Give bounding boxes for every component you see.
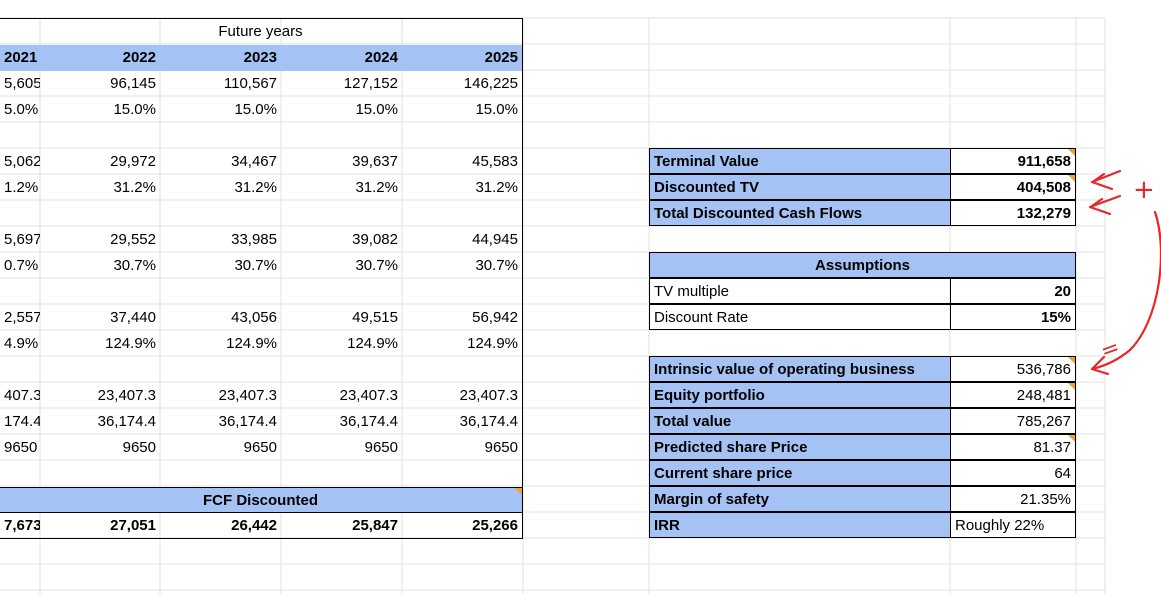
projection-cell[interactable]: 15.0% [355,101,398,118]
year-header-2025[interactable]: 2025 [402,45,523,71]
projection-cell[interactable]: 110,567 [223,75,277,92]
margin-of-safety-label[interactable]: Margin of safety [649,486,951,512]
projection-cell[interactable]: 43,056 [231,309,277,326]
total-value-value[interactable]: 785,267 [950,408,1076,434]
intrinsic-value-value[interactable]: 536,786 [950,356,1076,382]
projection-cell[interactable]: 9650 [122,439,156,456]
total-discounted-cash-flows-label[interactable]: Total Discounted Cash Flows [649,200,951,226]
projection-cell[interactable]: 30.7% [113,257,156,274]
projection-cell[interactable]: 23,407.3 [218,387,277,404]
projection-cell[interactable]: 124.9% [105,335,156,352]
projection-cell[interactable]: 5.0% [4,101,39,118]
projection-cell[interactable]: 39,637 [352,153,398,170]
projection-cell[interactable]: 23,407.3 [402,383,523,409]
predicted-share-price-value[interactable]: 81.37 [950,434,1076,460]
projection-cell[interactable]: 31.2% [113,179,156,196]
irr-value[interactable]: Roughly 22% [950,512,1076,538]
projection-cell[interactable]: 33,985 [231,231,277,248]
projection-cell[interactable]: 146,225 [402,71,523,97]
fcf-discounted-header[interactable]: FCF Discounted [0,487,523,513]
future-years-header[interactable]: Future years [0,18,523,45]
projection-cell[interactable]: 36,174.4 [97,413,156,430]
empty-row-border [522,123,523,149]
projection-cell[interactable]: 0.7% [4,257,39,274]
projection-cell[interactable]: 407.3 [4,387,40,404]
projection-cell[interactable]: 31.2% [355,179,398,196]
projection-cell[interactable]: 4.9% [4,335,39,352]
projection-cell[interactable]: 9650 [243,439,277,456]
projection-cell[interactable]: 36,174.4 [339,413,398,430]
projection-cell[interactable]: 15.0% [234,101,277,118]
projection-cell[interactable]: 1.2% [4,179,39,196]
projection-cell[interactable]: 31.2% [234,179,277,196]
empty-row-border [522,201,523,227]
projection-cell[interactable]: 30.7% [402,253,523,279]
empty-row-border [522,461,523,487]
total-value-label[interactable]: Total value [649,408,951,434]
tv-multiple-value[interactable]: 20 [950,278,1076,304]
projection-cell[interactable]: 23,407.3 [97,387,156,404]
empty-row-border [522,357,523,383]
fcf-discounted-value[interactable]: 25,847 [281,513,402,539]
equity-portfolio-value[interactable]: 248,481 [950,382,1076,408]
discount-rate-value[interactable]: 15% [950,304,1076,330]
irr-label[interactable]: IRR [649,512,951,538]
assumptions-header[interactable]: Assumptions [649,252,1076,278]
projection-cell[interactable]: 9650 [402,435,523,461]
projection-cell[interactable]: 44,945 [402,227,523,253]
projection-cell[interactable]: 49,515 [352,309,398,326]
projection-cell[interactable]: 127,152 [343,75,398,92]
projection-cell[interactable]: 15.0% [113,101,156,118]
projection-cell[interactable]: 5,062 [4,153,40,170]
year-header-2021[interactable]: 2021 [0,45,40,71]
discounted-tv-value[interactable]: 404,508 [950,174,1076,200]
terminal-value-label[interactable]: Terminal Value [649,148,951,174]
projection-cell[interactable]: 23,407.3 [339,387,398,404]
projection-cell[interactable]: 124.9% [226,335,277,352]
projection-cell[interactable]: 36,174.4 [402,409,523,435]
projection-cell[interactable]: 39,082 [352,231,398,248]
year-header-2022[interactable]: 2022 [40,45,160,71]
fcf-discounted-value[interactable]: 27,051 [40,513,160,539]
fcf-discounted-value[interactable]: 26,442 [160,513,281,539]
projection-cell[interactable]: 124.9% [402,331,523,357]
fcf-discounted-value[interactable]: 7,673 [0,513,40,539]
equity-portfolio-label[interactable]: Equity portfolio [649,382,951,408]
projection-cell[interactable]: 15.0% [402,97,523,123]
projection-cell[interactable]: 124.9% [347,335,398,352]
projection-cell[interactable]: 56,942 [402,305,523,331]
empty-row-border [522,279,523,305]
year-header-2023[interactable]: 2023 [160,45,281,71]
projection-cell[interactable]: 29,972 [110,153,156,170]
discount-rate-label[interactable]: Discount Rate [649,304,951,330]
projection-cell[interactable]: 2,557 [4,309,40,326]
projection-cell[interactable]: 36,174.4 [218,413,277,430]
current-share-price-label[interactable]: Current share price [649,460,951,486]
projection-cell[interactable]: 30.7% [355,257,398,274]
intrinsic-value-label[interactable]: Intrinsic value of operating business [649,356,951,382]
projection-cell[interactable]: 34,467 [231,153,277,170]
year-header-2024[interactable]: 2024 [281,45,402,71]
projection-cell[interactable]: 5,697 [4,231,40,248]
projection-cell[interactable]: 29,552 [110,231,156,248]
projection-cell[interactable]: 37,440 [110,309,156,326]
projection-cell[interactable]: 9650 [364,439,398,456]
projection-cell[interactable]: 45,583 [402,149,523,175]
projection-cell[interactable]: 5,605 [4,75,40,92]
discounted-tv-label[interactable]: Discounted TV [649,174,951,200]
projection-cell[interactable]: 174.4 [4,413,40,430]
projection-cell[interactable]: 9650 [4,439,38,456]
predicted-share-price-label[interactable]: Predicted share Price [649,434,951,460]
terminal-value-value[interactable]: 911,658 [950,148,1076,174]
projection-cell[interactable]: 31.2% [402,175,523,201]
fcf-discounted-value[interactable]: 25,266 [402,513,523,539]
projection-cell[interactable]: 30.7% [234,257,277,274]
total-discounted-cash-flows-value[interactable]: 132,279 [950,200,1076,226]
current-share-price-value[interactable]: 64 [950,460,1076,486]
tv-multiple-label[interactable]: TV multiple [649,278,951,304]
projection-cell[interactable]: 96,145 [110,75,156,92]
margin-of-safety-value[interactable]: 21.35% [950,486,1076,512]
